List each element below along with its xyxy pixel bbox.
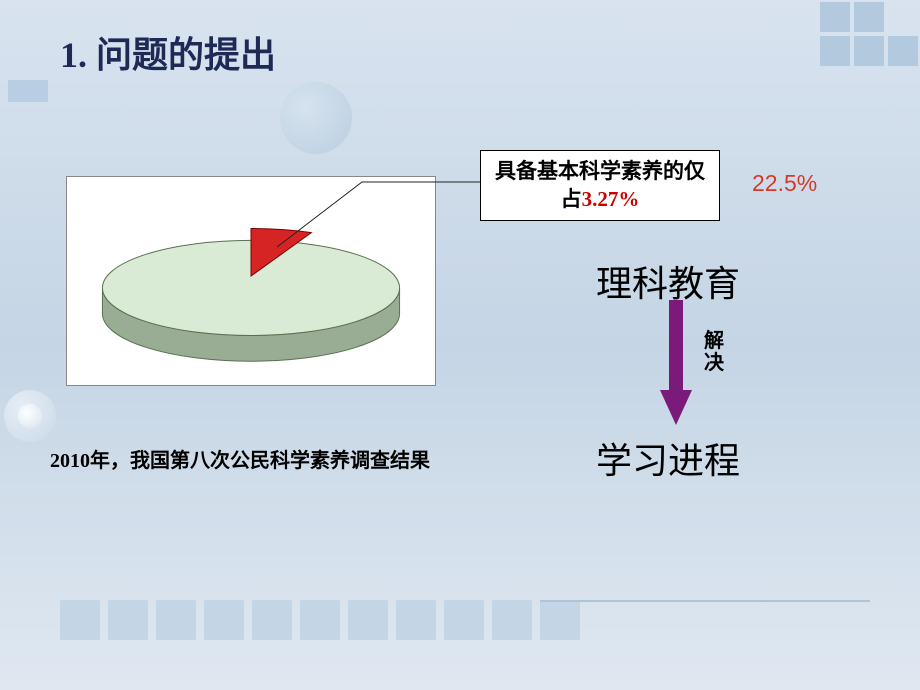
sphere-decoration: [280, 82, 352, 154]
callout-box: 具备基本科学素养的仅占3.27%: [480, 150, 720, 221]
flow-arrow: [660, 300, 692, 425]
bottom-square: [348, 600, 388, 640]
bottom-square: [252, 600, 292, 640]
callout-value: 3.27%: [582, 187, 640, 211]
flow-bottom-term: 学习进程: [596, 432, 740, 484]
bottom-square: [60, 600, 100, 640]
corner-square: [854, 2, 884, 32]
bottom-square: [492, 600, 532, 640]
bottom-square: [300, 600, 340, 640]
chart-caption: 2010年，我国第八次公民科学素养调查结果: [50, 444, 430, 473]
corner-square: [820, 2, 850, 32]
slide-title: 1. 问题的提出: [60, 26, 276, 78]
corner-decoration: [820, 2, 918, 66]
corner-square: [888, 36, 918, 66]
bottom-square: [156, 600, 196, 640]
flow-arrow-label: 解决: [704, 330, 728, 374]
pie-chart: [67, 177, 435, 385]
corner-square: [854, 36, 884, 66]
bottom-square: [108, 600, 148, 640]
percent-text: 22.5%: [752, 170, 817, 197]
bottom-bar-decoration: [540, 600, 870, 602]
bottom-square: [204, 600, 244, 640]
bottom-square: [444, 600, 484, 640]
left-bar-decoration: [8, 80, 48, 102]
bottom-decoration: [60, 600, 580, 640]
bottom-square: [540, 600, 580, 640]
corner-square: [820, 36, 850, 66]
bottom-square: [396, 600, 436, 640]
sphere-decoration: [4, 390, 56, 442]
corner-square: [888, 2, 918, 32]
pie-chart-panel: [66, 176, 436, 386]
